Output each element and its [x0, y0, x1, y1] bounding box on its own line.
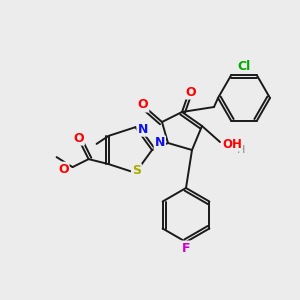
Text: O: O — [138, 98, 148, 112]
Text: O: O — [58, 163, 69, 176]
Text: OH: OH — [222, 137, 242, 151]
Text: H: H — [237, 145, 245, 155]
Text: N: N — [137, 123, 148, 136]
Text: F: F — [182, 242, 190, 254]
Text: N: N — [154, 136, 165, 149]
Text: O: O — [186, 85, 196, 98]
Text: Cl: Cl — [237, 59, 250, 73]
Text: O: O — [73, 132, 84, 145]
Text: S: S — [132, 164, 141, 177]
